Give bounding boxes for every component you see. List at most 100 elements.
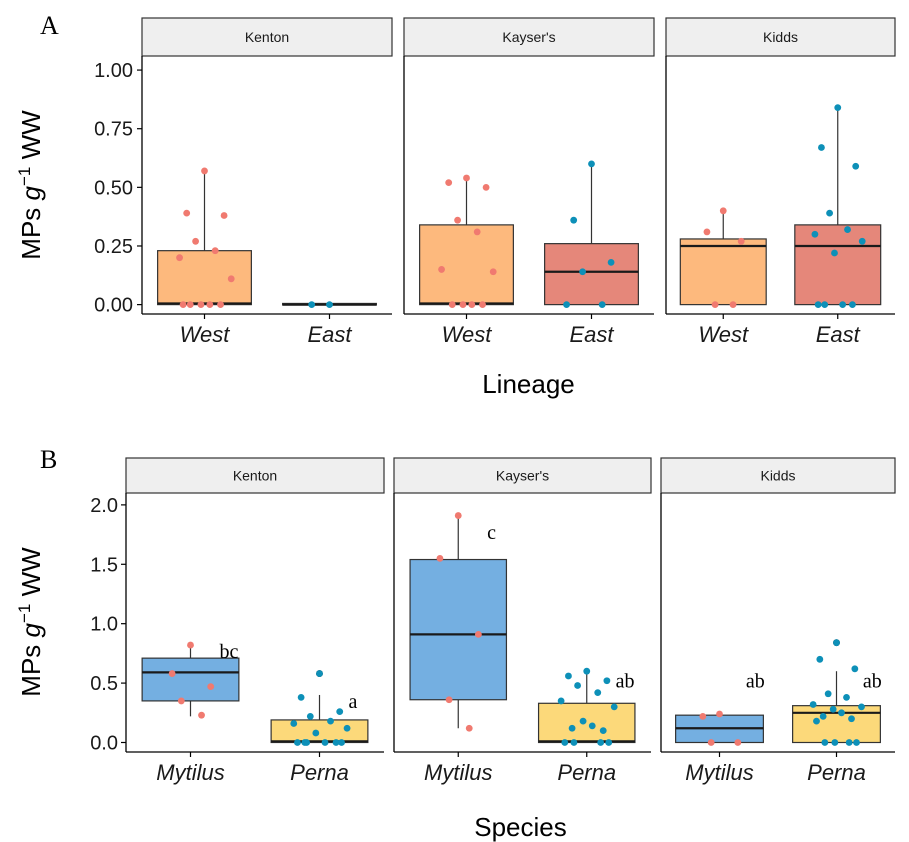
- y-axis-title-part: WW: [16, 547, 46, 604]
- y-tick-label: 1.5: [90, 554, 118, 576]
- data-point: [839, 301, 847, 309]
- data-point: [829, 705, 837, 713]
- x-tick-label: Mytilus: [156, 760, 224, 785]
- data-point: [844, 226, 851, 233]
- data-point: [468, 301, 476, 309]
- box-group: Perna: [270, 670, 369, 785]
- box-rect: [270, 719, 369, 744]
- data-point: [306, 712, 314, 720]
- data-point: [211, 247, 219, 255]
- facet-strip-label: Kayser's: [502, 29, 555, 45]
- significance-letter: ab: [616, 671, 635, 693]
- data-point: [568, 724, 576, 732]
- y-axis-title-part: MPs: [16, 200, 46, 259]
- data-point: [179, 301, 187, 309]
- x-axis-title: Species: [474, 812, 567, 842]
- data-point: [183, 209, 191, 217]
- data-point: [177, 697, 185, 705]
- box-rect: [544, 243, 639, 306]
- y-tick-label: 0.00: [94, 295, 133, 317]
- y-tick-label: 1.00: [94, 60, 133, 82]
- data-point: [574, 682, 581, 689]
- data-point: [583, 667, 591, 675]
- data-point: [831, 249, 838, 257]
- box-group: Mytilus: [675, 710, 764, 785]
- data-point: [814, 301, 822, 309]
- data-point: [454, 216, 461, 224]
- data-point: [824, 690, 832, 698]
- data-point: [819, 712, 827, 720]
- x-tick-label: West: [698, 322, 749, 347]
- box-rect: [794, 224, 882, 306]
- data-point: [858, 703, 865, 711]
- data-point: [610, 703, 618, 711]
- facet: Kenton Mytilus Perna bc a: [125, 457, 385, 785]
- y-tick-label: 0.75: [94, 119, 133, 141]
- data-point: [603, 677, 611, 685]
- data-point: [326, 301, 333, 309]
- y-tick-label: 0.0: [90, 732, 118, 754]
- data-point: [853, 739, 860, 746]
- facet-strip: [393, 457, 652, 494]
- data-point: [176, 254, 183, 262]
- data-point: [737, 237, 745, 245]
- box-group: West: [419, 174, 514, 347]
- data-point: [579, 717, 587, 725]
- facet: Kayser's West East: [403, 17, 655, 347]
- data-point: [811, 230, 819, 238]
- facet: Kayser's Mytilus Perna c ab: [393, 457, 652, 785]
- significance-letter: ab: [863, 671, 882, 693]
- data-point: [463, 174, 470, 182]
- data-point: [557, 697, 565, 705]
- data-point: [834, 104, 842, 111]
- data-point: [207, 683, 215, 691]
- data-point: [308, 301, 316, 309]
- facet-strip: [403, 17, 655, 57]
- data-point: [197, 301, 205, 309]
- data-point: [297, 693, 305, 701]
- y-tick-label: 0.25: [94, 236, 133, 258]
- y-axis-title: MPs g−1 WW: [15, 547, 46, 697]
- data-point: [565, 672, 572, 680]
- data-point: [482, 183, 490, 191]
- x-tick-label: East: [569, 322, 614, 347]
- data-point: [186, 301, 194, 309]
- data-point: [598, 301, 606, 309]
- box-group: West: [157, 167, 252, 347]
- significance-letter: ab: [746, 671, 765, 693]
- data-point: [818, 144, 825, 151]
- data-point: [719, 207, 727, 215]
- data-point: [843, 693, 850, 701]
- data-point: [845, 739, 853, 746]
- data-point: [570, 216, 578, 224]
- data-point: [454, 512, 462, 519]
- box-rect: [141, 657, 240, 702]
- panel-letter: A: [40, 11, 59, 40]
- data-point: [217, 301, 224, 309]
- panel-a: A 0.00 0.25 0.50 0.75 1.00 MPs g−1 WW Lineage Ke…: [15, 11, 896, 399]
- box-group: Mytilus: [141, 641, 240, 785]
- x-tick-label: East: [816, 322, 861, 347]
- data-point: [332, 739, 340, 746]
- facet: Kenton West East: [141, 17, 393, 347]
- data-point: [459, 301, 467, 309]
- data-point: [858, 237, 866, 245]
- data-point: [479, 301, 486, 309]
- data-point: [336, 708, 344, 716]
- data-point: [473, 228, 481, 236]
- x-tick-label: Mytilus: [424, 760, 492, 785]
- data-point: [489, 268, 497, 276]
- y-axis-title: MPs g−1 WW: [15, 110, 46, 260]
- facet-strip-label: Kidds: [760, 468, 795, 484]
- data-point: [821, 301, 829, 309]
- data-point: [848, 715, 855, 723]
- x-tick-label: West: [180, 322, 231, 347]
- data-point: [579, 268, 586, 276]
- data-point: [343, 724, 351, 732]
- x-tick-label: Perna: [290, 760, 349, 785]
- data-point: [707, 739, 715, 746]
- data-point: [821, 739, 829, 746]
- facet-strip: [665, 17, 896, 57]
- data-point: [192, 237, 199, 245]
